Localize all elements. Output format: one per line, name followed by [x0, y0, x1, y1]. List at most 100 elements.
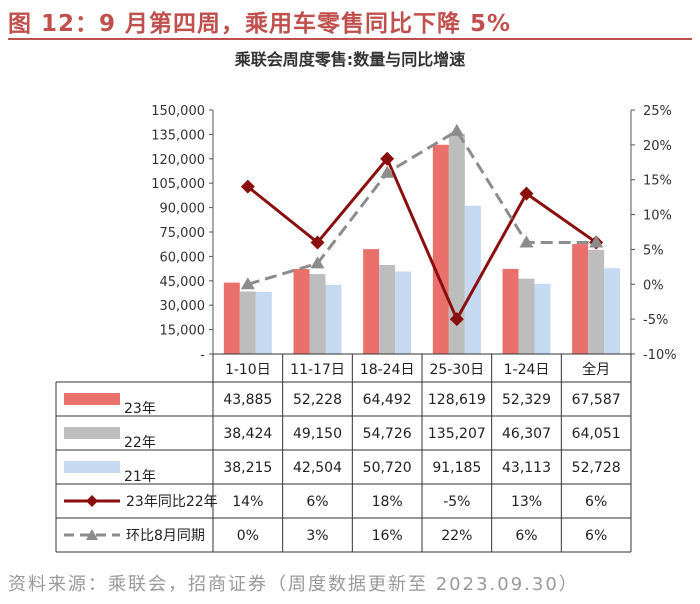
table-cell: 52,329: [502, 392, 551, 408]
table-cell: 6%: [515, 528, 537, 544]
bar-21年-18-24日: [395, 271, 412, 354]
bar-23年-1-10日: [223, 282, 240, 354]
table-cell: 52,728: [572, 460, 621, 476]
bar-22年-18-24日: [379, 264, 396, 354]
chart-title: 乘联会周度零售:数量与同比增速: [234, 50, 466, 69]
legend-marker-23年同比22年: [86, 495, 98, 507]
table-cell: 13%: [511, 494, 542, 510]
legend-label-环比8月同期: 环比8月同期: [126, 528, 205, 544]
point-环比8月同期-18-24日: [380, 165, 395, 178]
table-cell: 14%: [232, 494, 263, 510]
legend-swatch-22年: [64, 427, 120, 439]
bar-22年-11-17日: [309, 274, 326, 354]
table-cell: 128,619: [428, 392, 486, 408]
bar-22年-1-10日: [239, 291, 256, 354]
point-23年同比22年-18-24日: [380, 151, 395, 166]
legend-label-23年: 23年: [124, 401, 156, 417]
point-环比8月同期-11-17日: [310, 256, 325, 269]
left-axis-tick-label: 75,000: [160, 226, 206, 241]
right-axis-tick-label: 15%: [643, 174, 672, 189]
point-23年同比22年-11-17日: [310, 235, 325, 250]
right-axis-tick-label: 5%: [643, 243, 664, 258]
category-label: 11-17日: [290, 362, 345, 378]
right-axis-tick-label: 20%: [643, 139, 672, 154]
bar-23年-1-24日: [502, 268, 519, 354]
point-环比8月同期-全月: [589, 235, 604, 248]
category-label: 1-10日: [225, 362, 271, 378]
table-cell: 6%: [585, 528, 607, 544]
figure-header: 图 12：9 月第四周，乘用车零售同比下降 5%: [0, 0, 700, 40]
table-cell: -5%: [443, 494, 470, 510]
bar-23年-11-17日: [293, 269, 310, 354]
table-cell: 43,885: [223, 392, 272, 408]
table-cell: 67,587: [572, 392, 621, 408]
table-cell: 54,726: [363, 426, 412, 442]
bar-21年-11-17日: [325, 284, 342, 354]
left-axis-tick-label: 45,000: [160, 275, 206, 290]
table-cell: 38,215: [223, 460, 272, 476]
legend-label-21年: 21年: [124, 469, 156, 485]
left-axis-tick-label: 135,000: [151, 128, 205, 143]
bar-21年-25-30日: [464, 205, 481, 354]
left-axis-tick-label: 60,000: [160, 250, 206, 265]
figure-title: 图 12：9 月第四周，乘用车零售同比下降 5%: [8, 11, 512, 37]
bar-21年-1-10日: [255, 291, 272, 354]
left-axis-tick-label: 105,000: [151, 177, 205, 192]
left-axis-tick-label: 15,000: [160, 324, 206, 339]
bar-22年-1-24日: [518, 278, 535, 354]
left-axis-tick-label: -: [200, 348, 205, 363]
table-cell: 49,150: [293, 426, 342, 442]
point-环比8月同期-1-24日: [519, 235, 534, 248]
bar-21年-1-24日: [534, 283, 551, 354]
bar-23年-25-30日: [432, 144, 449, 354]
legend-marker-环比8月同期: [86, 529, 98, 540]
table-cell: 16%: [372, 528, 403, 544]
point-23年同比22年-1-10日: [240, 179, 255, 194]
table-cell: 52,228: [293, 392, 342, 408]
header-rule: [8, 38, 692, 40]
table-cell: 43,113: [502, 460, 551, 476]
bar-23年-18-24日: [363, 249, 380, 354]
table-cell: 46,307: [502, 426, 551, 442]
line-23年同比22年: [246, 157, 598, 321]
point-环比8月同期-25-30日: [449, 123, 464, 136]
table-cell: 6%: [306, 494, 328, 510]
table-cell: 91,185: [432, 460, 481, 476]
table-cell: 50,720: [363, 460, 412, 476]
table-cell: 38,424: [223, 426, 272, 442]
left-axis-tick-label: 120,000: [151, 153, 205, 168]
table-cell: 42,504: [293, 460, 342, 476]
table-cell: 6%: [585, 494, 607, 510]
left-axis-tick-label: 90,000: [160, 202, 206, 217]
bar-23年-全月: [572, 244, 589, 354]
category-label: 18-24日: [360, 362, 415, 378]
point-环比8月同期-1-10日: [240, 277, 255, 290]
category-label: 1-24日: [504, 362, 550, 378]
right-axis-tick-label: 10%: [643, 209, 672, 224]
bar-21年-全月: [604, 268, 621, 354]
table-cell: 22%: [441, 528, 472, 544]
right-axis-tick-label: -10%: [643, 348, 677, 363]
category-label: 全月: [582, 361, 610, 378]
table-cell: 135,207: [428, 426, 486, 442]
bar-22年-全月: [588, 249, 605, 354]
legend-swatch-21年: [64, 461, 120, 473]
source-note: 资料来源：乘联会，招商证券（周度数据更新至 2023.09.30）: [8, 574, 579, 595]
left-axis-tick-label: 150,000: [151, 104, 205, 119]
table-cell: 64,051: [572, 426, 621, 442]
point-23年同比22年-1-24日: [519, 186, 534, 201]
legend-label-22年: 22年: [124, 435, 156, 451]
line-环比8月同期: [247, 129, 597, 286]
bar-22年-25-30日: [448, 134, 465, 354]
legend-label-23年同比22年: 23年同比22年: [126, 494, 218, 510]
table-cell: 64,492: [363, 392, 412, 408]
category-label: 25-30日: [429, 362, 484, 378]
right-axis-tick-label: 25%: [643, 104, 672, 119]
left-axis-tick-label: 30,000: [160, 299, 206, 314]
point-23年同比22年-25-30日: [449, 312, 464, 327]
table-cell: 18%: [372, 494, 403, 510]
table-cell: 0%: [237, 528, 259, 544]
right-axis-tick-label: -5%: [643, 313, 668, 328]
table-cell: 3%: [306, 528, 328, 544]
